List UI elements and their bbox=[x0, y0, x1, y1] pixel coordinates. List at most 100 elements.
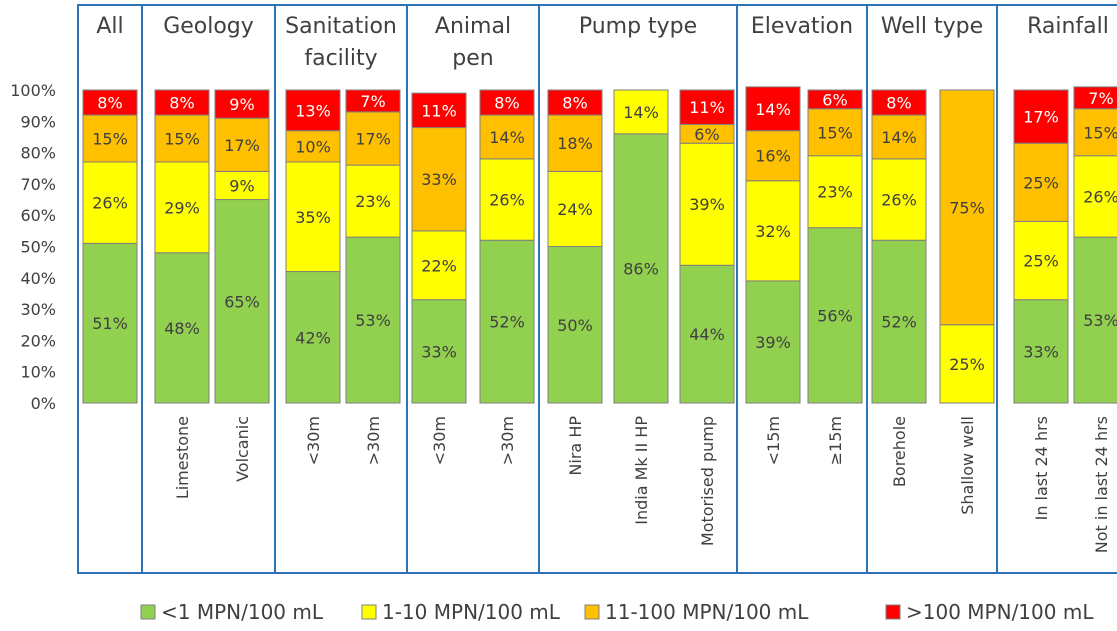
y-tick-label: 0% bbox=[31, 394, 56, 413]
data-label: 8% bbox=[562, 94, 587, 113]
bar-segment bbox=[1073, 155, 1117, 238]
legend-label: 11-100 MPN/100 mL bbox=[605, 600, 809, 624]
bar-segment bbox=[285, 271, 341, 404]
group-title: Rainfall bbox=[1027, 14, 1109, 39]
bar-segment bbox=[1013, 142, 1069, 222]
bar-segment bbox=[547, 89, 603, 116]
y-tick-label: 40% bbox=[20, 269, 56, 288]
y-tick-label: 20% bbox=[20, 331, 56, 350]
data-label: 33% bbox=[421, 170, 457, 189]
group-title: facility bbox=[304, 46, 377, 71]
data-label: 18% bbox=[557, 134, 593, 153]
group-title: pen bbox=[452, 46, 493, 71]
category-label: Nira HP bbox=[566, 416, 585, 476]
category-label: Limestone bbox=[173, 416, 192, 499]
data-label: 15% bbox=[817, 123, 853, 142]
y-tick-label: 50% bbox=[20, 238, 56, 257]
bar-segment bbox=[479, 158, 535, 241]
group-title: All bbox=[96, 14, 123, 39]
bar-segment bbox=[547, 246, 603, 404]
data-label: 8% bbox=[494, 94, 519, 113]
data-label: 17% bbox=[1023, 108, 1059, 127]
bar-segment bbox=[285, 89, 341, 132]
data-label: 39% bbox=[689, 195, 725, 214]
bar-segment bbox=[807, 227, 863, 404]
group-title: Sanitation bbox=[285, 14, 397, 39]
legend-swatch bbox=[584, 604, 600, 620]
bars: 51% 26% 15% 8% 48% 29% 15% 8% 65% 9% 17% 9% 42% 35% 10… bbox=[82, 86, 1117, 404]
bar-segment bbox=[1073, 108, 1117, 157]
category-label: Motorised pump bbox=[698, 416, 717, 546]
bar-segment bbox=[82, 89, 138, 116]
category-labels: Limestone Volcanic <30m >30m <30m >30m Nira HP… bbox=[173, 416, 1111, 554]
category-label: Borehole bbox=[890, 416, 909, 487]
data-label: 26% bbox=[92, 194, 128, 213]
data-label: 25% bbox=[1023, 252, 1059, 271]
bar-segment bbox=[745, 280, 801, 404]
data-label: 7% bbox=[1088, 89, 1113, 108]
bar-segment bbox=[345, 111, 401, 166]
data-label: 50% bbox=[557, 316, 593, 335]
category-label: Shallow well bbox=[958, 416, 977, 515]
legend-label: 1-10 MPN/100 mL bbox=[382, 600, 561, 624]
legend-label: >100 MPN/100 mL bbox=[906, 600, 1094, 624]
data-label: 14% bbox=[881, 128, 917, 147]
data-label: 25% bbox=[1023, 173, 1059, 192]
bar-segment bbox=[479, 89, 535, 116]
bar-segment bbox=[745, 86, 801, 132]
bar-segment bbox=[285, 130, 341, 163]
legend-swatch bbox=[140, 604, 156, 620]
bar-segment bbox=[939, 89, 995, 326]
y-tick-label: 30% bbox=[20, 300, 56, 319]
data-label: 13% bbox=[295, 101, 331, 120]
bar-segment bbox=[411, 127, 467, 232]
data-label: 15% bbox=[164, 130, 200, 149]
bar-segment bbox=[214, 170, 270, 201]
bar-segment bbox=[871, 239, 927, 404]
data-label: 7% bbox=[360, 92, 385, 111]
group-title: Pump type bbox=[579, 14, 697, 39]
data-label: 33% bbox=[1023, 342, 1059, 361]
y-tick-label: 100% bbox=[10, 81, 56, 100]
category-label: India Mk II HP bbox=[632, 416, 651, 525]
data-label: 65% bbox=[224, 292, 260, 311]
data-label: 15% bbox=[92, 130, 128, 149]
bar-segment bbox=[547, 114, 603, 172]
bar-segment bbox=[679, 89, 735, 125]
data-label: 86% bbox=[623, 259, 659, 278]
category-label: In last 24 hrs bbox=[1032, 416, 1051, 520]
data-label: 8% bbox=[169, 94, 194, 113]
data-label: 42% bbox=[295, 328, 331, 347]
data-label: 15% bbox=[1083, 123, 1117, 142]
data-label: 22% bbox=[421, 256, 457, 275]
data-label: 14% bbox=[623, 103, 659, 122]
data-label: 14% bbox=[755, 100, 791, 119]
y-tick-label: 60% bbox=[20, 206, 56, 225]
data-label: 44% bbox=[689, 325, 725, 344]
data-label: 26% bbox=[1083, 187, 1117, 206]
bar-segment bbox=[613, 89, 669, 135]
data-label: 23% bbox=[355, 192, 391, 211]
data-label: 6% bbox=[694, 125, 719, 144]
data-label: 17% bbox=[355, 130, 391, 149]
legend: <1 MPN/100 mL 1-10 MPN/100 mL 11-100 MPN/1… bbox=[140, 600, 1094, 624]
data-label: 16% bbox=[755, 147, 791, 166]
data-label: 23% bbox=[817, 183, 853, 202]
data-label: 26% bbox=[489, 191, 525, 210]
category-label: <30m bbox=[304, 416, 323, 465]
data-label: 26% bbox=[881, 191, 917, 210]
data-label: 56% bbox=[817, 306, 853, 325]
bar-segment bbox=[154, 89, 210, 116]
data-label: 32% bbox=[755, 222, 791, 241]
category-label: >30m bbox=[498, 416, 517, 465]
bar-segment bbox=[807, 89, 863, 110]
data-label: 10% bbox=[295, 137, 331, 156]
data-label: 9% bbox=[229, 176, 254, 195]
data-label: 51% bbox=[92, 314, 128, 333]
category-label: >30m bbox=[364, 416, 383, 465]
bar-segment bbox=[613, 133, 669, 404]
bar-segment bbox=[214, 199, 270, 404]
data-label: 29% bbox=[164, 198, 200, 217]
bar-segment bbox=[939, 324, 995, 404]
